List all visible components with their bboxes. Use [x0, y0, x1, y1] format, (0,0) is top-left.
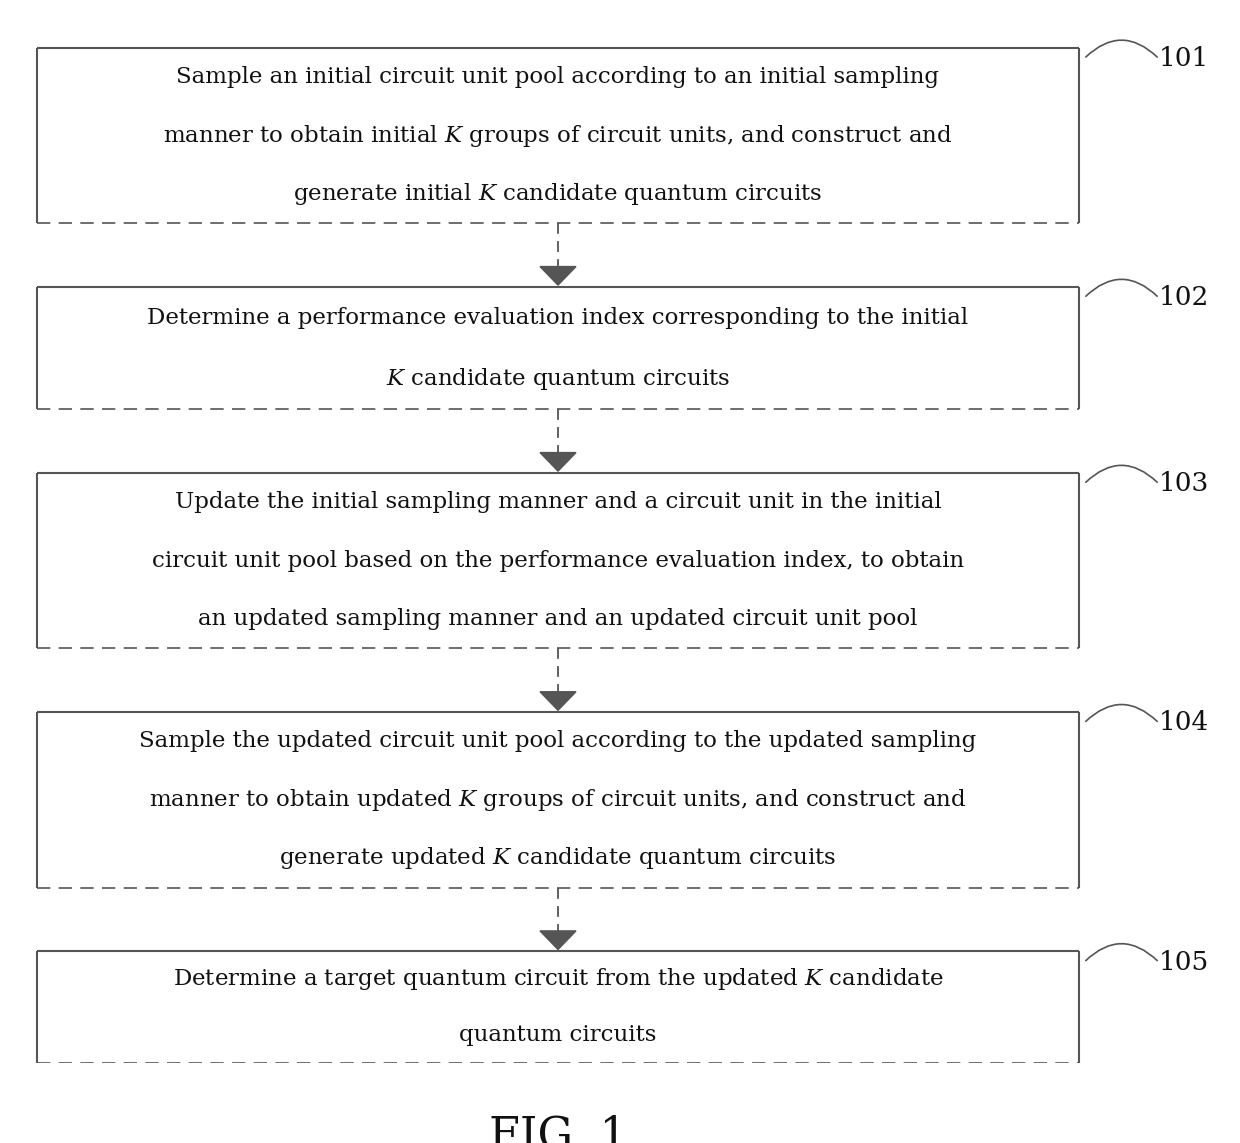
Polygon shape [539, 453, 577, 471]
Text: $K$ candidate quantum circuits: $K$ candidate quantum circuits [386, 366, 730, 392]
Text: circuit unit pool based on the performance evaluation index, to obtain: circuit unit pool based on the performan… [153, 550, 963, 572]
Polygon shape [539, 930, 577, 950]
Text: an updated sampling manner and an updated circuit unit pool: an updated sampling manner and an update… [198, 608, 918, 630]
Text: 104: 104 [1159, 710, 1209, 735]
Text: Determine a target quantum circuit from the updated $K$ candidate: Determine a target quantum circuit from … [172, 966, 944, 992]
Text: manner to obtain initial $K$ groups of circuit units, and construct and: manner to obtain initial $K$ groups of c… [164, 122, 952, 149]
Text: Update the initial sampling manner and a circuit unit in the initial: Update the initial sampling manner and a… [175, 491, 941, 513]
Text: 102: 102 [1159, 285, 1209, 310]
Text: 101: 101 [1159, 46, 1209, 71]
Polygon shape [539, 692, 577, 710]
Text: Sample the updated circuit unit pool according to the updated sampling: Sample the updated circuit unit pool acc… [139, 730, 977, 752]
Text: Sample an initial circuit unit pool according to an initial sampling: Sample an initial circuit unit pool acco… [176, 66, 940, 88]
Polygon shape [539, 266, 577, 285]
Text: quantum circuits: quantum circuits [459, 1024, 657, 1046]
Text: generate updated $K$ candidate quantum circuits: generate updated $K$ candidate quantum c… [279, 846, 837, 871]
Text: FIG. 1: FIG. 1 [489, 1114, 627, 1143]
Text: generate initial $K$ candidate quantum circuits: generate initial $K$ candidate quantum c… [294, 181, 822, 207]
Text: manner to obtain updated $K$ groups of circuit units, and construct and: manner to obtain updated $K$ groups of c… [149, 786, 967, 813]
Text: 105: 105 [1159, 950, 1209, 975]
Text: 103: 103 [1159, 471, 1209, 496]
Text: Determine a performance evaluation index corresponding to the initial: Determine a performance evaluation index… [148, 306, 968, 328]
